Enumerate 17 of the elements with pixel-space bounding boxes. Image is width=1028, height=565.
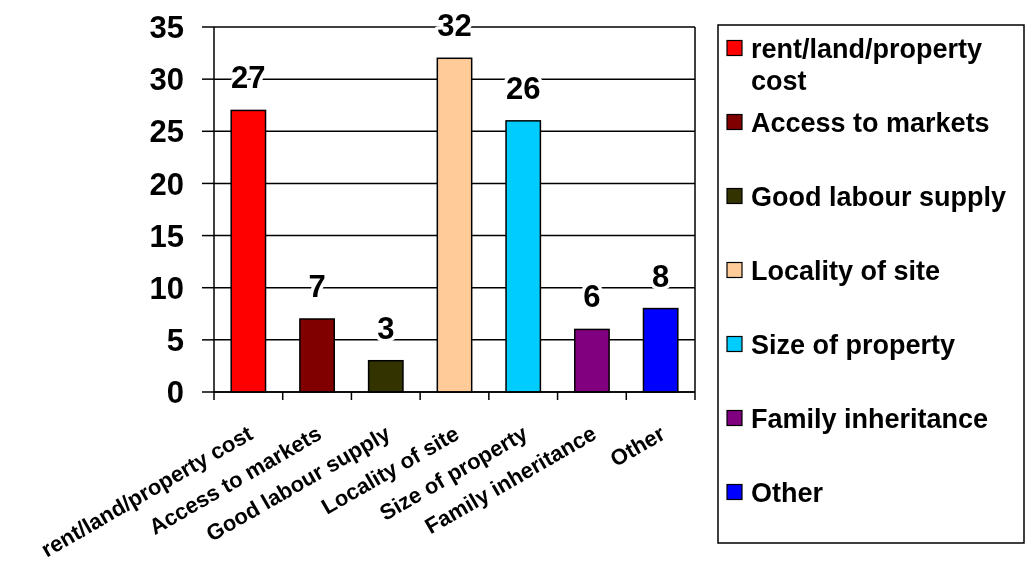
y-tick-label: 25 (149, 114, 184, 150)
legend-label: Size of property (751, 329, 956, 360)
data-label: 8 (652, 258, 670, 294)
legend-label: Access to markets (751, 107, 990, 138)
legend-label: Locality of site (751, 255, 941, 286)
legend-label: Good labour supply (751, 181, 1006, 212)
y-tick-label: 10 (149, 270, 184, 306)
y-tick-label: 5 (166, 323, 184, 359)
y-tick-label: 35 (149, 10, 184, 46)
y-tick-label: 0 (166, 375, 184, 411)
data-label: 3 (377, 310, 395, 346)
x-tick-label: Other (605, 420, 670, 472)
legend-label: rent/land/property cost (751, 33, 983, 96)
y-tick-label: 30 (149, 62, 184, 98)
y-tick-label: 15 (149, 218, 184, 254)
y-tick-label: 20 (149, 166, 184, 202)
data-label: 6 (583, 279, 601, 315)
